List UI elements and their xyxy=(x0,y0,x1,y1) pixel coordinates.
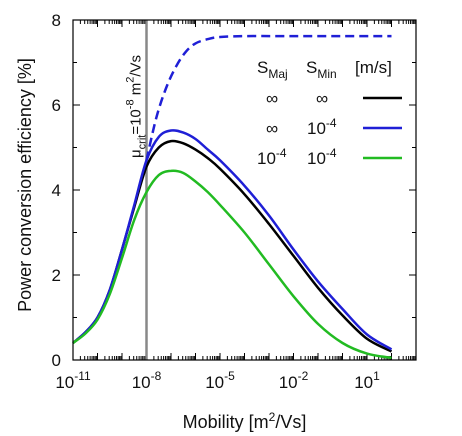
x-tick-label: 10-11 xyxy=(55,369,91,392)
y-axis-ticks: 0 2 4 6 8 xyxy=(52,11,416,370)
legend-header-smin: SMin xyxy=(306,58,337,81)
legend-row1-smaj: ∞ xyxy=(266,89,278,108)
y-tick-label: 2 xyxy=(52,266,61,285)
y-tick-label: 8 xyxy=(52,11,61,30)
legend-row3-smaj: 10-4 xyxy=(257,146,287,168)
legend-header-smaj: SMaj xyxy=(257,58,288,81)
legend-row1-smin: ∞ xyxy=(316,89,328,108)
y-tick-label: 0 xyxy=(52,351,61,370)
legend: SMaj SMin [m/s] ∞ ∞ ∞ 10-4 10-4 10-4 xyxy=(257,58,402,168)
series-line-1e-4-1e-4 xyxy=(72,169,392,360)
critical-mobility-label: μcrit=10-8 m2/Vs xyxy=(125,55,149,158)
y-tick-label: 6 xyxy=(52,96,61,115)
x-tick-label: 101 xyxy=(354,369,380,392)
legend-row3-smin: 10-4 xyxy=(307,146,337,168)
legend-header-unit: [m/s] xyxy=(355,58,392,77)
plot-frame xyxy=(72,19,417,361)
series-group xyxy=(72,20,393,360)
x-tick-label: 10-2 xyxy=(279,369,309,392)
legend-row2-smaj: ∞ xyxy=(266,119,278,138)
x-tick-label: 10-8 xyxy=(132,369,162,392)
y-axis-label: Power conversion efficiency [%] xyxy=(15,58,35,312)
x-axis-label: Mobility [m2/Vs] xyxy=(183,410,307,432)
y-tick-label: 4 xyxy=(52,181,61,200)
series-line-inf-1e-4 xyxy=(72,129,393,351)
legend-row2-smin: 10-4 xyxy=(307,116,337,138)
series-line-blue-dashed xyxy=(145,34,392,161)
x-tick-label: 10-5 xyxy=(205,369,235,392)
